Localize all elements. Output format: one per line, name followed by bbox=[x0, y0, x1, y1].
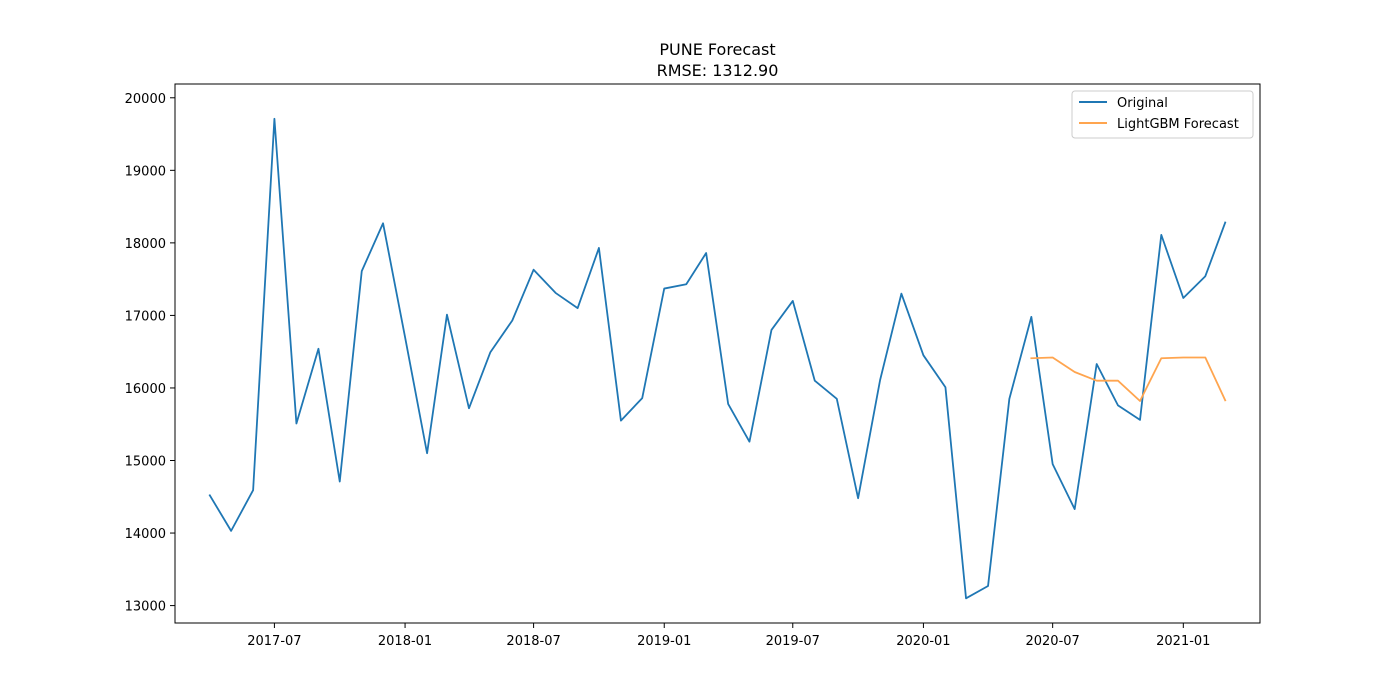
y-tick-label: 14000 bbox=[125, 527, 166, 542]
plot-frame bbox=[174, 83, 1261, 624]
series-line-original bbox=[208, 117, 1227, 600]
legend-box bbox=[1071, 90, 1254, 139]
chart-title: PUNE Forecast bbox=[659, 40, 775, 59]
y-tick-label: 16000 bbox=[125, 382, 166, 397]
x-tick-label: 2020-07 bbox=[1025, 634, 1079, 649]
x-tick-label: 2018-07 bbox=[506, 634, 560, 649]
y-tick-label: 13000 bbox=[125, 600, 166, 615]
x-tick-label: 2021-01 bbox=[1156, 634, 1210, 649]
x-axis: 2017-07 2018-01 2018-07 2019-01 2019-07 2020-… bbox=[247, 623, 1210, 649]
x-tick-label: 2019-01 bbox=[637, 634, 691, 649]
y-tick-label: 17000 bbox=[125, 309, 166, 324]
legend: Original LightGBM Forecast bbox=[1071, 90, 1254, 139]
y-tick-label: 20000 bbox=[125, 92, 166, 107]
y-tick-label: 19000 bbox=[125, 164, 166, 179]
series-layer bbox=[208, 117, 1227, 600]
chart-subtitle: RMSE: 1312.90 bbox=[657, 61, 779, 80]
y-tick-label: 15000 bbox=[125, 455, 166, 470]
series-line-lightgbm-forecast bbox=[1030, 356, 1227, 402]
x-tick-label: 2019-07 bbox=[766, 634, 820, 649]
y-axis: 13000 14000 15000 16000 17000 18000 19000 20000 bbox=[125, 92, 175, 615]
legend-label-original: Original bbox=[1117, 96, 1168, 111]
x-tick-label: 2018-01 bbox=[378, 634, 432, 649]
y-tick-label: 18000 bbox=[125, 237, 166, 252]
x-tick-label: 2017-07 bbox=[247, 634, 301, 649]
legend-label-lightgbm-forecast: LightGBM Forecast bbox=[1117, 117, 1239, 132]
x-tick-label: 2020-01 bbox=[896, 634, 950, 649]
